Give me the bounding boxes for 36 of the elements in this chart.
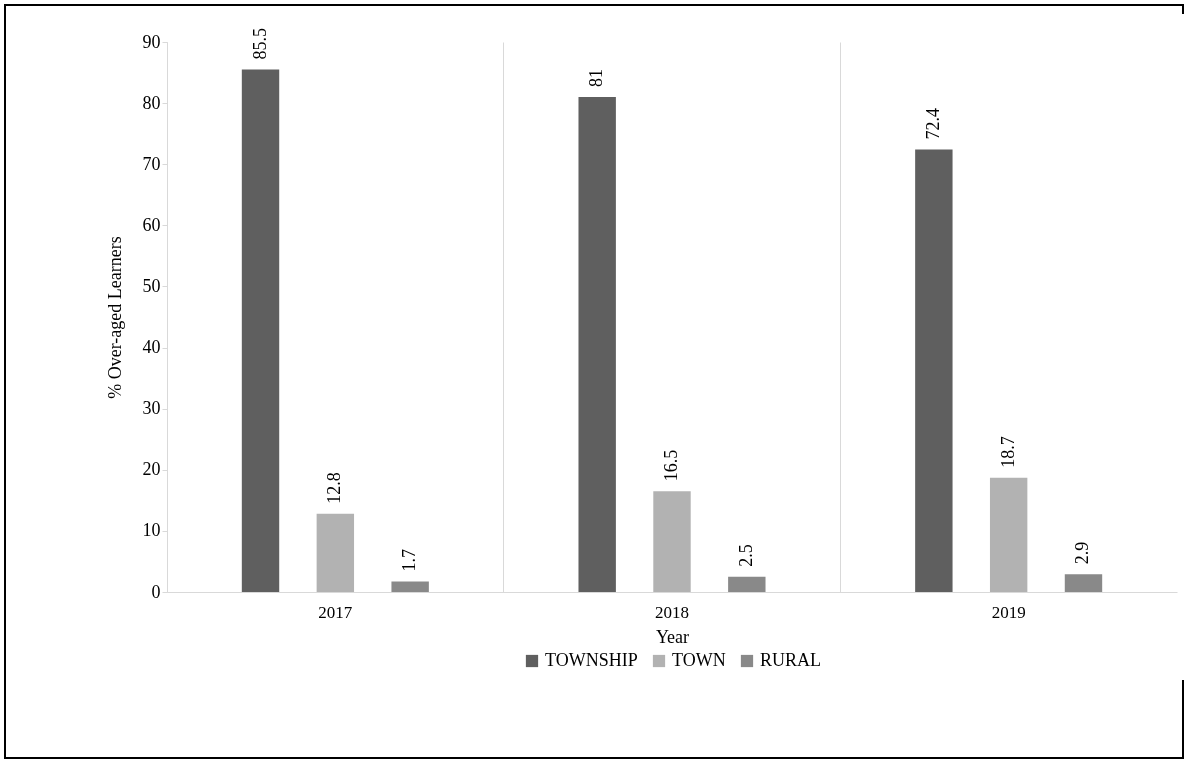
legend-label: TOWNSHIP — [545, 650, 638, 670]
bar — [316, 513, 355, 592]
y-tick-label: 50 — [142, 275, 161, 296]
bar — [1064, 574, 1103, 592]
data-label: 16.5 — [661, 449, 681, 482]
legend-label: TOWN — [672, 650, 726, 670]
data-label: 2.9 — [1072, 541, 1093, 565]
data-label: 81 — [586, 69, 607, 87]
bar — [578, 97, 616, 592]
bar — [391, 581, 429, 592]
x-axis-title: Year — [655, 626, 690, 647]
bar — [989, 477, 1028, 592]
data-label: 85.5 — [249, 28, 270, 60]
data-label: 12.8 — [324, 472, 345, 504]
legend-label: RURAL — [760, 650, 822, 670]
bar — [915, 149, 953, 592]
y-tick-label: 60 — [142, 214, 161, 235]
y-axis-title: % Over-aged Learners — [104, 236, 125, 399]
bar — [653, 491, 691, 592]
data-label: 18.7 — [997, 436, 1018, 468]
y-tick-label: 0 — [151, 581, 161, 602]
data-label: 2.5 — [735, 544, 756, 567]
y-tick-label: 10 — [142, 520, 161, 541]
x-tick-label: 2017 — [318, 602, 353, 622]
data-label: 1.7 — [399, 549, 420, 572]
x-tick-label: 2019 — [991, 602, 1026, 622]
y-tick-label: 80 — [142, 92, 161, 113]
y-tick-label: 40 — [142, 337, 161, 358]
y-tick-label: 90 — [142, 31, 161, 52]
y-tick-label: 20 — [142, 459, 161, 480]
x-tick-label: 2018 — [655, 602, 689, 622]
bar — [241, 69, 280, 592]
data-label: 72.4 — [922, 108, 943, 140]
bar — [728, 576, 766, 592]
y-tick-label: 70 — [142, 153, 161, 174]
y-tick-label: 30 — [142, 398, 161, 419]
